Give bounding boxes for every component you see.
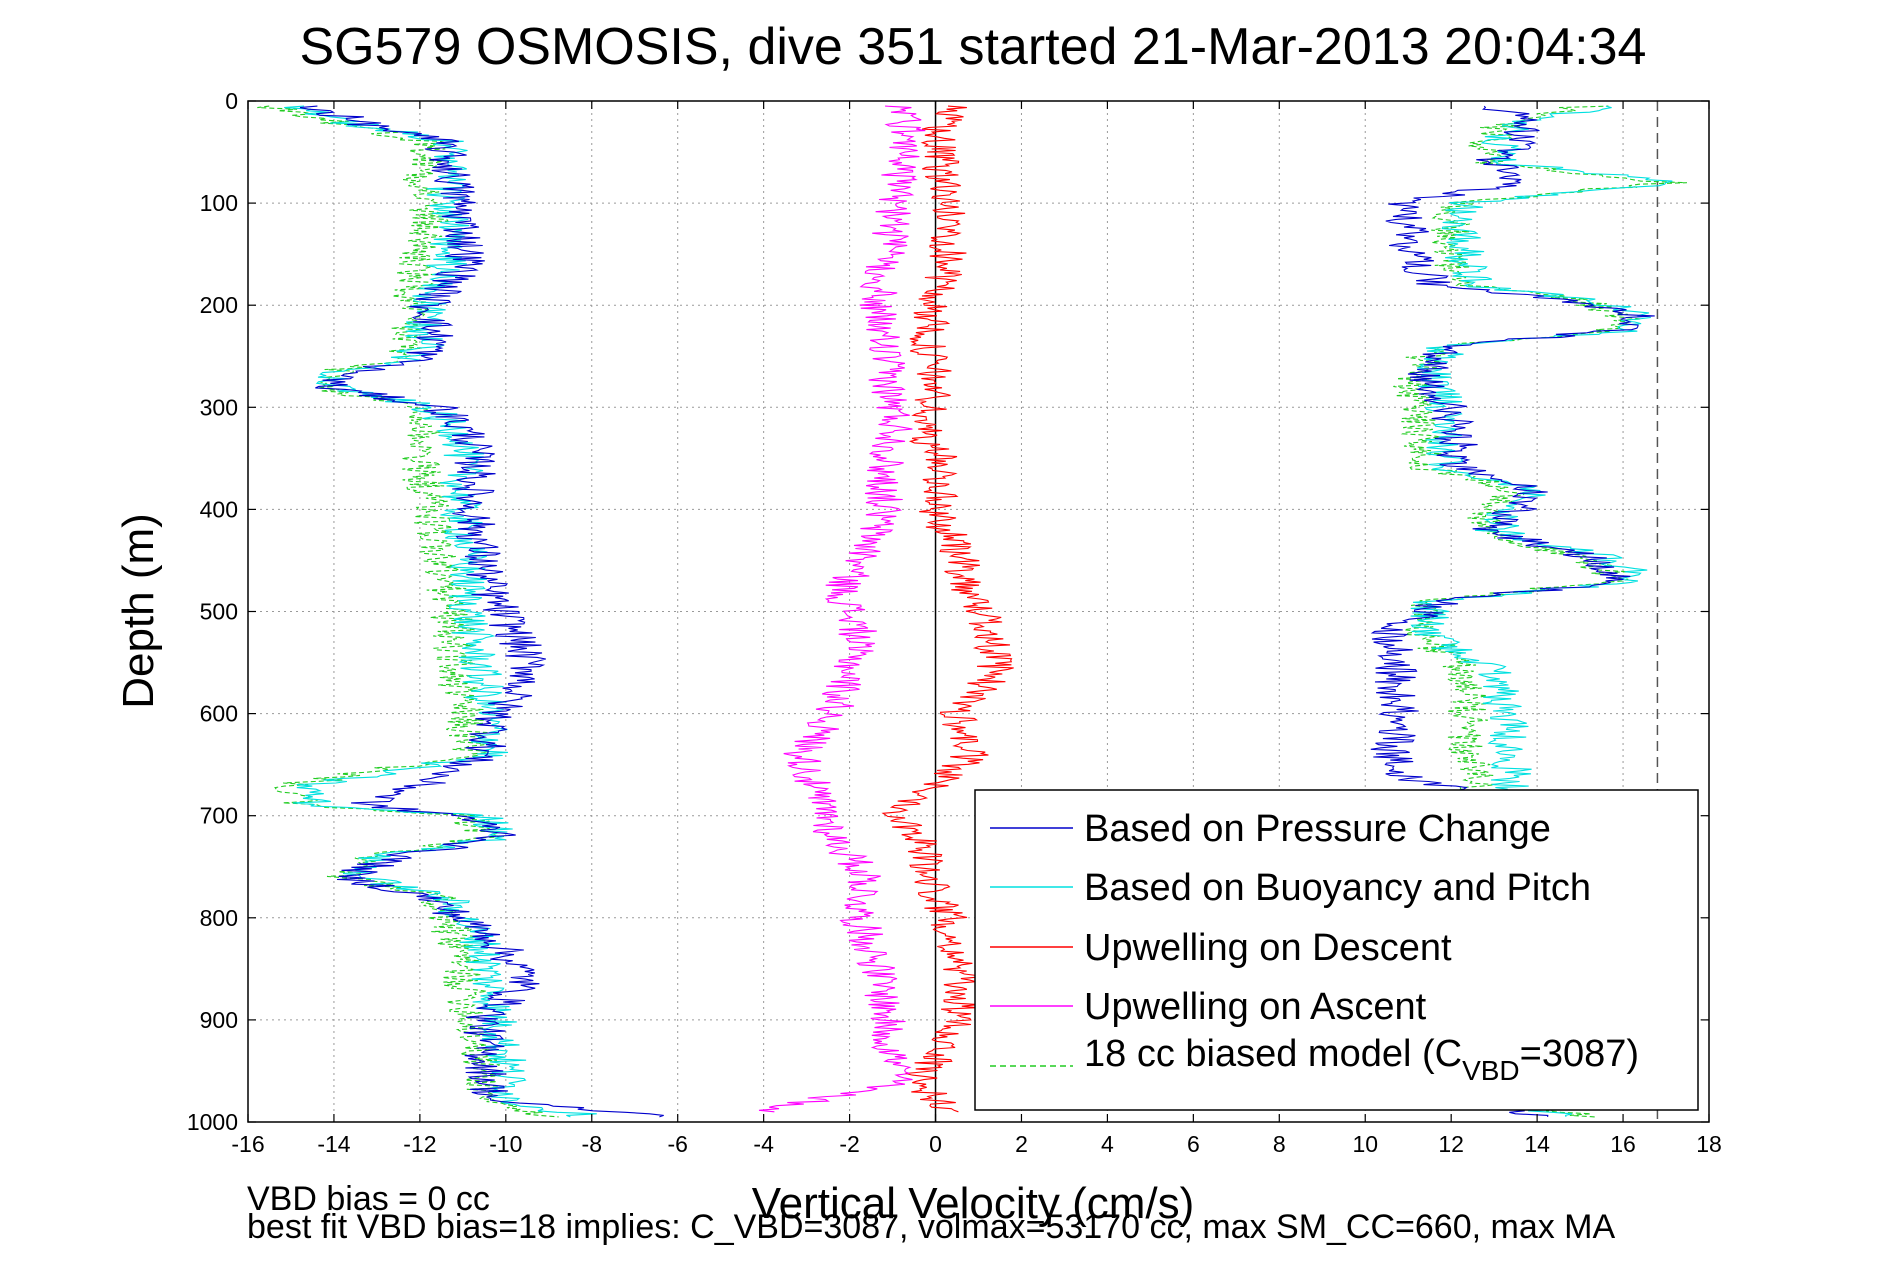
x-tick-label: -16 bbox=[231, 1131, 264, 1157]
legend: Based on Pressure Change Based on Buoyan… bbox=[974, 789, 1699, 1111]
y-tick-label: 300 bbox=[200, 394, 238, 420]
x-tick-label: 2 bbox=[1015, 1131, 1028, 1157]
x-tick-label: 16 bbox=[1610, 1131, 1636, 1157]
x-tick-label: -8 bbox=[582, 1131, 602, 1157]
x-tick-label: 12 bbox=[1438, 1131, 1464, 1157]
legend-label-biased-model-subscript: VBD bbox=[1462, 1055, 1520, 1086]
y-tick-label: 700 bbox=[200, 803, 238, 829]
x-axis-ticks: -16 -14 -12 -10 -8 -6 -4 -2 0 2 4 6 8 10 12 14 16 18 bbox=[231, 101, 1722, 1157]
x-tick-label: 14 bbox=[1524, 1131, 1550, 1157]
legend-box bbox=[974, 789, 1699, 1111]
y-axis-label: Depth (m) bbox=[114, 513, 163, 709]
x-tick-label: -2 bbox=[839, 1131, 859, 1157]
footer-annotation-vbd-bias: VBD bias = 0 cc bbox=[247, 1180, 490, 1218]
chart-title: SG579 OSMOSIS, dive 351 started 21-Mar-2… bbox=[300, 18, 1647, 76]
y-tick-label: 600 bbox=[200, 701, 238, 727]
y-tick-label: 100 bbox=[200, 190, 238, 216]
x-tick-label: 10 bbox=[1352, 1131, 1378, 1157]
x-tick-label: 8 bbox=[1273, 1131, 1286, 1157]
series-line bbox=[881, 105, 1014, 1113]
x-axis-label: Vertical Velocity (cm/s) bbox=[752, 1179, 1195, 1228]
y-tick-label: 800 bbox=[200, 905, 238, 931]
legend-label-upwelling-descent: Upwelling on Descent bbox=[1084, 927, 1452, 969]
legend-label-buoyancy-pitch: Based on Buoyancy and Pitch bbox=[1084, 867, 1591, 909]
y-tick-label: 400 bbox=[200, 496, 238, 522]
x-tick-label: -4 bbox=[753, 1131, 774, 1157]
legend-label-pressure-change: Based on Pressure Change bbox=[1084, 808, 1551, 850]
x-tick-label: 4 bbox=[1101, 1131, 1114, 1157]
y-tick-label: 0 bbox=[225, 88, 238, 114]
legend-label-upwelling-ascent: Upwelling on Ascent bbox=[1084, 986, 1427, 1028]
y-tick-label: 500 bbox=[200, 599, 238, 625]
legend-label-biased-model: 18 cc biased model (CVBD=3087) bbox=[1084, 1033, 1639, 1086]
x-tick-label: 0 bbox=[929, 1131, 942, 1157]
legend-label-biased-model-tail: =3087) bbox=[1520, 1033, 1639, 1075]
y-tick-label: 900 bbox=[200, 1007, 238, 1033]
x-tick-label: 18 bbox=[1696, 1131, 1722, 1157]
x-tick-label: -6 bbox=[667, 1131, 687, 1157]
x-tick-label: -14 bbox=[317, 1131, 350, 1157]
legend-label-biased-model-main: 18 cc biased model (C bbox=[1084, 1033, 1462, 1075]
x-tick-label: -10 bbox=[489, 1131, 522, 1157]
y-axis-ticks: 0 100 200 300 400 500 600 700 800 900 1000 bbox=[187, 88, 1709, 1135]
y-tick-label: 200 bbox=[200, 292, 238, 318]
y-tick-label: 1000 bbox=[187, 1109, 238, 1135]
x-tick-label: 6 bbox=[1187, 1131, 1200, 1157]
x-tick-label: -12 bbox=[403, 1131, 436, 1157]
series-line bbox=[758, 105, 926, 1113]
footer-annotation-best-fit: best fit VBD bias=18 implies: C_VBD=3087… bbox=[247, 1208, 1616, 1246]
